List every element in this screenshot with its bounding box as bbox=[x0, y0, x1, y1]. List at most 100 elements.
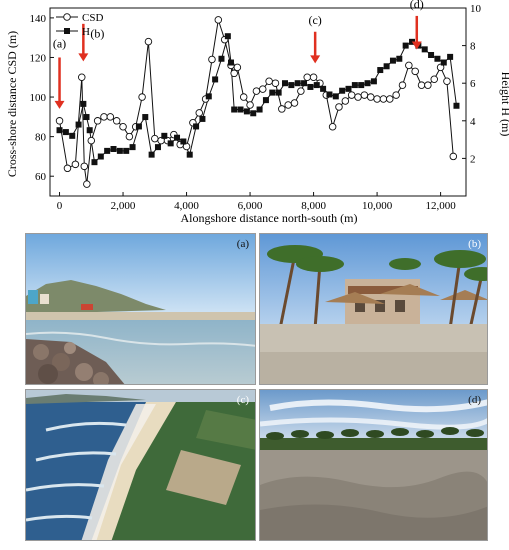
annotation-label: (b) bbox=[90, 27, 104, 41]
csd-point bbox=[80, 162, 89, 171]
beach-rocks-photo bbox=[26, 234, 255, 384]
csd-point bbox=[424, 81, 432, 89]
height-point bbox=[364, 80, 371, 87]
csd-point bbox=[259, 85, 267, 93]
height-point bbox=[231, 106, 238, 113]
height-point bbox=[256, 106, 263, 113]
height-point bbox=[320, 85, 327, 92]
csd-point bbox=[398, 81, 407, 89]
csd-point bbox=[335, 103, 343, 111]
photo-panel-b: (b) bbox=[259, 233, 488, 385]
photo-panel-a: (a) bbox=[25, 233, 256, 385]
csd-point bbox=[271, 79, 280, 87]
height-point bbox=[440, 59, 447, 66]
height-point bbox=[269, 89, 276, 96]
aerial-coast-photo bbox=[26, 390, 255, 540]
height-point bbox=[237, 106, 244, 113]
csd-point bbox=[138, 93, 146, 101]
csd-point bbox=[106, 113, 115, 121]
height-point bbox=[262, 97, 269, 104]
legend-label: CSD bbox=[82, 12, 103, 24]
csd-point bbox=[214, 16, 223, 24]
csd-point bbox=[366, 93, 375, 101]
height-point bbox=[294, 80, 301, 87]
x-axis-label: Alongshore distance north-south (m) bbox=[181, 211, 358, 225]
photo-label-a: (a) bbox=[236, 238, 249, 250]
height-point bbox=[250, 110, 257, 117]
height-point bbox=[313, 82, 320, 89]
csd-point bbox=[449, 152, 458, 161]
annotation-label: (a) bbox=[53, 37, 66, 51]
legend-marker-height bbox=[64, 28, 70, 34]
series-line-csd bbox=[59, 19, 454, 185]
palm-beach-photo bbox=[260, 234, 487, 384]
annotation-arrow-head bbox=[310, 55, 321, 64]
legend-marker-csd bbox=[63, 13, 71, 21]
height-point bbox=[332, 93, 339, 100]
y-left-tick-label: 100 bbox=[30, 92, 47, 104]
height-point bbox=[402, 42, 409, 49]
height-point bbox=[75, 121, 82, 128]
series-line-h bbox=[59, 36, 457, 164]
csd-point bbox=[55, 117, 64, 125]
height-point bbox=[142, 114, 149, 121]
height-point bbox=[80, 100, 87, 107]
height-point bbox=[358, 82, 365, 89]
csd-point bbox=[63, 164, 72, 173]
plot-border bbox=[49, 7, 467, 197]
height-point bbox=[389, 57, 396, 64]
csd-point bbox=[278, 105, 286, 113]
csd-point bbox=[430, 75, 438, 83]
x-tick-label: 6,000 bbox=[238, 200, 263, 212]
height-point bbox=[212, 76, 219, 83]
annotation-arrow-head bbox=[411, 41, 422, 50]
csd-point bbox=[347, 91, 356, 99]
csd-point bbox=[290, 99, 299, 107]
csd-point bbox=[443, 77, 451, 85]
dune-palms-photo bbox=[260, 390, 487, 540]
height-point bbox=[86, 127, 93, 134]
legend: CSD H bbox=[56, 12, 103, 38]
csd-point bbox=[354, 93, 362, 101]
x-tick-label: 2,000 bbox=[111, 200, 136, 212]
y-right-tick-label: 4 bbox=[470, 116, 476, 128]
shoreline-chart: 0 2,000 4,000 6,000 8,000 10,000 12,000 60 80 10… bbox=[5, 0, 509, 225]
height-point bbox=[83, 114, 90, 121]
csd-point bbox=[252, 87, 261, 95]
y-left-axis: 60 80 100 120 140 bbox=[30, 13, 54, 183]
csd-point bbox=[151, 134, 159, 143]
csd-point bbox=[417, 81, 426, 89]
height-point bbox=[199, 115, 206, 122]
height-point bbox=[129, 144, 136, 151]
photo-panel-d: (d) bbox=[259, 389, 488, 541]
y-left-axis-label: Cross-shore distance CSD (m) bbox=[5, 31, 19, 177]
height-point bbox=[370, 78, 377, 85]
height-point bbox=[326, 91, 333, 98]
csd-point bbox=[100, 113, 108, 121]
height-point bbox=[167, 140, 174, 147]
height-point bbox=[91, 159, 98, 166]
csd-point bbox=[373, 95, 381, 103]
csd-point bbox=[379, 95, 388, 103]
height-point bbox=[301, 80, 308, 87]
annotation-label: (c) bbox=[308, 13, 321, 27]
csd-point bbox=[303, 73, 311, 82]
height-point bbox=[307, 83, 314, 90]
height-point bbox=[396, 55, 403, 62]
height-point bbox=[228, 59, 235, 66]
height-point bbox=[421, 46, 428, 53]
csd-point bbox=[182, 142, 191, 151]
x-tick-label: 8,000 bbox=[301, 200, 326, 212]
height-point bbox=[434, 55, 441, 62]
height-point bbox=[345, 85, 352, 92]
height-point bbox=[275, 89, 282, 96]
height-point bbox=[56, 127, 63, 134]
csd-point bbox=[265, 77, 273, 85]
y-left-tick-label: 140 bbox=[30, 13, 47, 25]
legend-label: H bbox=[82, 26, 90, 38]
height-point bbox=[174, 134, 181, 141]
y-right-tick-label: 8 bbox=[470, 41, 476, 53]
height-point bbox=[339, 87, 346, 94]
annotations: (a) (b) (c) (d) bbox=[53, 0, 424, 109]
csd-point bbox=[328, 122, 337, 131]
